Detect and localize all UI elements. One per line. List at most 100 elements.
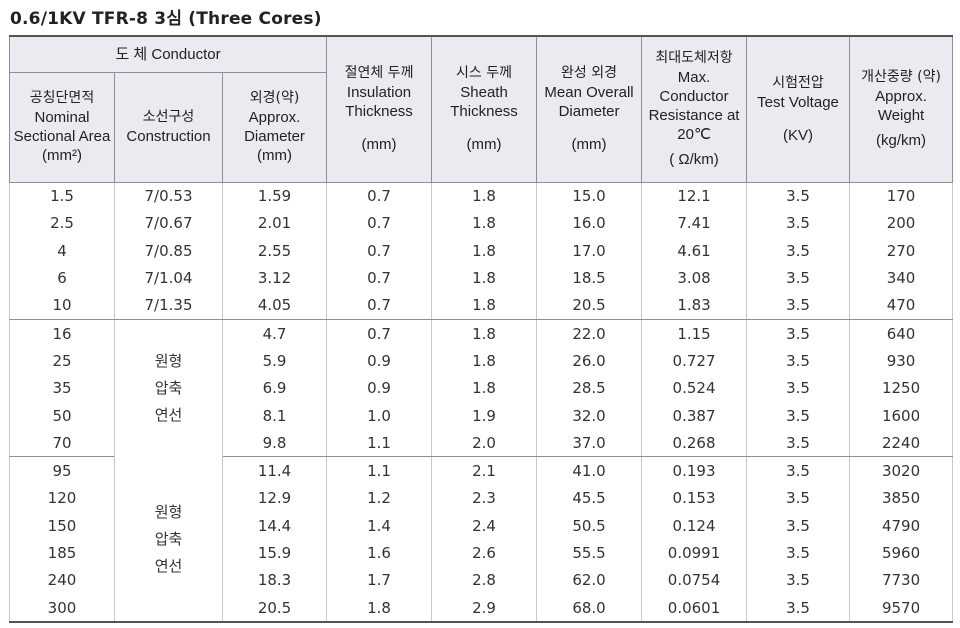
table-cell: 10	[9, 291, 115, 320]
table-cell: 7730	[849, 566, 954, 594]
table-cell: 1.8	[431, 291, 538, 320]
table-cell: 12.9	[221, 484, 328, 513]
table-cell: 3.5	[746, 484, 851, 513]
table-cell: 20.5	[536, 291, 643, 320]
table-cell: 3.5	[746, 456, 851, 485]
table-cell: 68.0	[536, 593, 643, 623]
table-cell: 4	[9, 237, 115, 265]
table-cell: 16	[9, 319, 115, 348]
header-resistance: 최대도체저항 Max. Conductor Resistance at 20℃ …	[641, 35, 748, 183]
table-cell: 1.9	[431, 401, 538, 430]
header-construction: 소선구성 Construction	[114, 71, 223, 183]
table-row: 50 8.1 1.0 1.9 32.0 0.387 3.5 1600	[9, 401, 954, 430]
table-cell: 1.15	[641, 319, 748, 348]
table-cell: 3020	[849, 456, 954, 485]
table-cell: 17.0	[536, 237, 643, 265]
header-nominal-area: 공칭단면적 Nominal Sectional Area (mm²)	[9, 71, 115, 183]
page-title: 0.6/1KV TFR-8 3심 (Three Cores)	[10, 9, 322, 29]
table-cell: 18.5	[536, 264, 643, 292]
table-cell: 22.0	[536, 319, 643, 348]
table-cell: 1.8	[431, 374, 538, 402]
table-cell: 12.1	[641, 182, 748, 210]
table-cell: 2.6	[431, 539, 538, 567]
table-cell: 7/1.35	[114, 291, 223, 320]
table-cell: 1250	[849, 374, 954, 402]
table-cell: 6.9	[221, 374, 328, 402]
table-row: 150 14.4 1.4 2.4 50.5 0.124 3.5 4790	[9, 512, 954, 540]
table-cell: 2.1	[431, 456, 538, 485]
table-row: 10 7/1.35 4.05 0.7 1.8 20.5 1.83 3.5 470	[9, 291, 954, 320]
table-cell: 3.5	[746, 566, 851, 594]
table-cell: 930	[849, 347, 954, 375]
construction-compressed-label: 원형 압축 연선	[114, 319, 223, 457]
table-cell: 2.0	[431, 429, 538, 458]
table-cell: 3.5	[746, 237, 851, 265]
table-cell: 3.5	[746, 374, 851, 402]
table-cell: 2.4	[431, 512, 538, 540]
table-cell: 3.5	[746, 401, 851, 430]
table-cell: 0.268	[641, 429, 748, 458]
table-cell: 3.5	[746, 319, 851, 348]
table-cell: 1.8	[431, 319, 538, 348]
table-cell: 4.61	[641, 237, 748, 265]
table-cell: 3.5	[746, 512, 851, 540]
header-test-voltage: 시험전압 Test Voltage (KV)	[746, 35, 851, 183]
table-cell: 7.41	[641, 209, 748, 238]
table-cell: 3.08	[641, 264, 748, 292]
table-cell: 28.5	[536, 374, 643, 402]
table-cell: 0.7	[326, 182, 433, 210]
table-cell: 3.5	[746, 593, 851, 623]
table-cell: 0.7	[326, 209, 433, 238]
table-cell: 26.0	[536, 347, 643, 375]
table-cell: 4.05	[221, 291, 328, 320]
table-cell: 0.7	[326, 237, 433, 265]
table-row: 6 7/1.04 3.12 0.7 1.8 18.5 3.08 3.5 340	[9, 264, 954, 292]
table-cell: 4790	[849, 512, 954, 540]
table-cell: 5960	[849, 539, 954, 567]
table-cell: 1.1	[326, 429, 433, 458]
header-insulation: 절연체 두께 Insulation Thickness (mm)	[326, 35, 433, 183]
table-cell: 1.6	[326, 539, 433, 567]
table-row: 35 6.9 0.9 1.8 28.5 0.524 3.5 1250	[9, 374, 954, 402]
table-cell: 7/1.04	[114, 264, 223, 292]
table-row: 4 7/0.85 2.55 0.7 1.8 17.0 4.61 3.5 270	[9, 237, 954, 265]
table-cell: 20.5	[221, 593, 328, 623]
table-row: 16 원형 압축 연선 4.7 0.7 1.8 22.0 1.15 3.5 640	[9, 319, 954, 457]
table-cell: 3.5	[746, 429, 851, 458]
table-cell: 3.5	[746, 209, 851, 238]
table-cell: 0.524	[641, 374, 748, 402]
table-cell: 1600	[849, 401, 954, 430]
table-cell: 2.01	[221, 209, 328, 238]
header-weight: 개산중량 (약) Approx. Weight (kg/km)	[849, 35, 954, 183]
table-cell: 3.5	[746, 291, 851, 320]
table-cell: 50	[9, 401, 115, 430]
table-cell: 2.8	[431, 566, 538, 594]
table-cell: 5.9	[221, 347, 328, 375]
table-cell: 1.1	[326, 456, 433, 485]
table-cell: 2.55	[221, 237, 328, 265]
table-cell: 0.124	[641, 512, 748, 540]
table-cell: 1.7	[326, 566, 433, 594]
table-cell: 50.5	[536, 512, 643, 540]
table-cell: 0.153	[641, 484, 748, 513]
table-cell: 1.8	[431, 237, 538, 265]
table-cell: 0.7	[326, 291, 433, 320]
table-cell: 1.59	[221, 182, 328, 210]
table-cell: 340	[849, 264, 954, 292]
table-cell: 3.5	[746, 347, 851, 375]
table-cell: 1.0	[326, 401, 433, 430]
table-row: 95 원형 압축 연선 11.4 1.1 2.1 41.0 0.193 3.5 3020	[9, 456, 954, 623]
table-cell: 200	[849, 209, 954, 238]
table-cell: 3.5	[746, 539, 851, 567]
table-cell: 1.8	[431, 182, 538, 210]
table-row: 240 18.3 1.7 2.8 62.0 0.0754 3.5 7730	[9, 566, 954, 594]
table-cell: 6	[9, 264, 115, 292]
table-cell: 640	[849, 319, 954, 348]
table-cell: 1.83	[641, 291, 748, 320]
table-cell: 4.7	[221, 319, 328, 348]
table-cell: 0.0601	[641, 593, 748, 623]
table-cell: 240	[9, 566, 115, 594]
table-cell: 8.1	[221, 401, 328, 430]
table-cell: 18.3	[221, 566, 328, 594]
header-approx-diameter: 외경(약) Approx. Diameter (mm)	[221, 71, 328, 183]
